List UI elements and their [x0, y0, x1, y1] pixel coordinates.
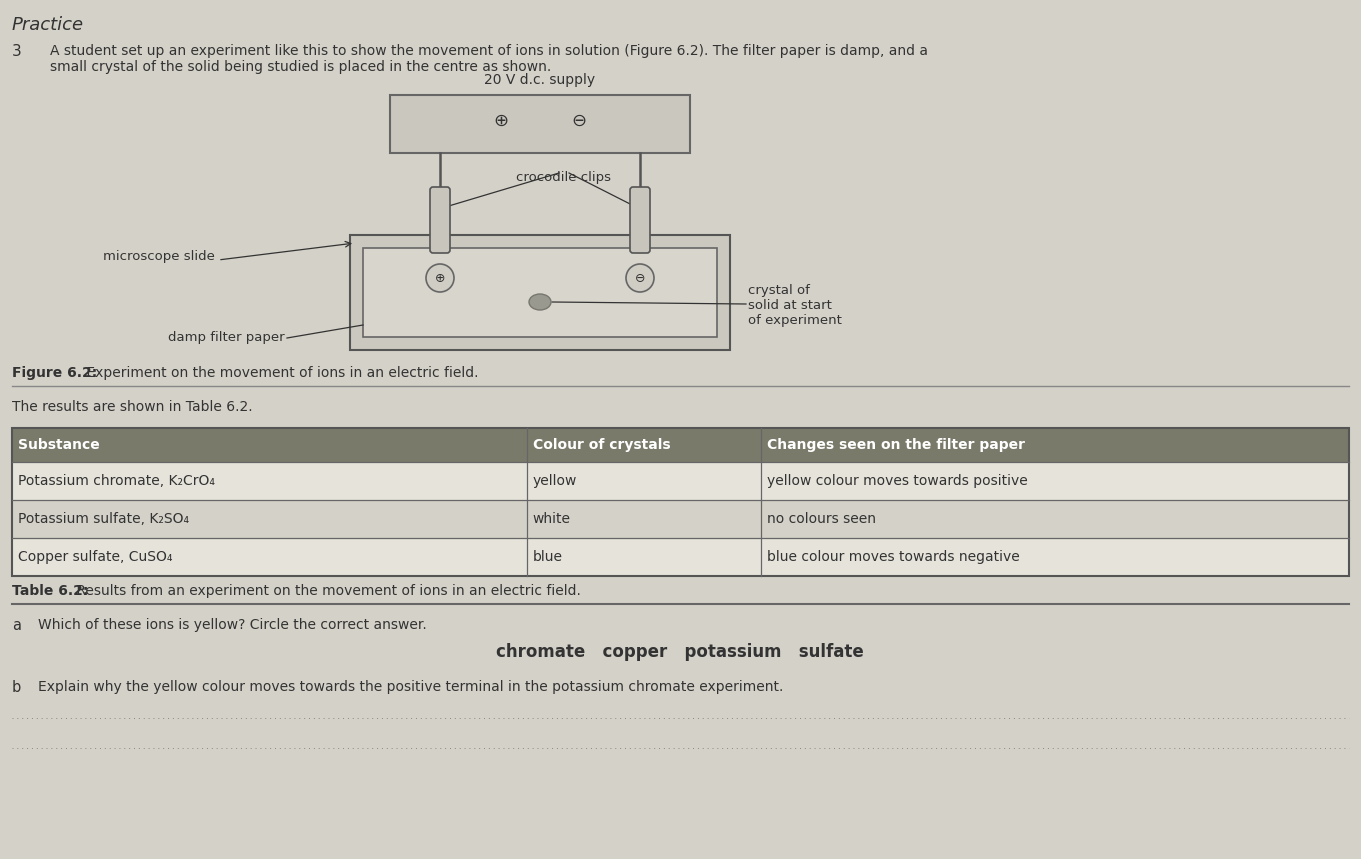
Text: small crystal of the solid being studied is placed in the centre as shown.: small crystal of the solid being studied…	[50, 60, 551, 74]
Ellipse shape	[529, 294, 551, 310]
Text: microscope slide: microscope slide	[103, 250, 215, 263]
Text: Results from an experiment on the movement of ions in an electric field.: Results from an experiment on the moveme…	[72, 584, 581, 598]
Text: A student set up an experiment like this to show the movement of ions in solutio: A student set up an experiment like this…	[50, 44, 928, 58]
Bar	[761, 500, 1349, 538]
Bar	[761, 538, 1349, 576]
Bar	[761, 428, 1349, 462]
Text: crocodile clips: crocodile clips	[517, 171, 611, 184]
Text: Table 6.2:: Table 6.2:	[12, 584, 88, 598]
Text: ⊖: ⊖	[572, 113, 587, 130]
Bar	[761, 462, 1349, 500]
Circle shape	[626, 264, 655, 292]
Text: ⊖: ⊖	[634, 271, 645, 284]
FancyBboxPatch shape	[630, 187, 651, 253]
Bar	[12, 428, 1349, 576]
Text: no colours seen: no colours seen	[766, 512, 875, 526]
Text: damp filter paper: damp filter paper	[169, 332, 284, 344]
Text: chromate   copper   potassium   sulfate: chromate copper potassium sulfate	[497, 643, 864, 661]
Bar	[363, 248, 717, 337]
Text: Substance: Substance	[18, 438, 99, 452]
Text: yellow colour moves towards positive: yellow colour moves towards positive	[766, 474, 1028, 488]
Text: The results are shown in Table 6.2.: The results are shown in Table 6.2.	[12, 400, 253, 414]
Text: white: white	[532, 512, 570, 526]
Text: ⊕: ⊕	[434, 271, 445, 284]
Text: a: a	[12, 618, 20, 633]
Text: Potassium sulfate, K₂SO₄: Potassium sulfate, K₂SO₄	[18, 512, 189, 526]
Text: Explain why the yellow colour moves towards the positive terminal in the potassi: Explain why the yellow colour moves towa…	[38, 680, 784, 694]
Text: blue colour moves towards negative: blue colour moves towards negative	[766, 550, 1019, 564]
FancyBboxPatch shape	[430, 187, 450, 253]
Bar	[12, 462, 527, 500]
Text: yellow: yellow	[532, 474, 577, 488]
Bar	[350, 235, 729, 350]
Text: 3: 3	[12, 44, 22, 59]
Bar	[12, 538, 527, 576]
Text: Which of these ions is yellow? Circle the correct answer.: Which of these ions is yellow? Circle th…	[38, 618, 427, 632]
Text: b: b	[12, 680, 22, 695]
Bar	[527, 428, 761, 462]
Text: Potassium chromate, K₂CrO₄: Potassium chromate, K₂CrO₄	[18, 474, 215, 488]
Bar	[12, 500, 527, 538]
Bar	[527, 462, 761, 500]
Bar	[527, 500, 761, 538]
Text: Figure 6.2:: Figure 6.2:	[12, 366, 97, 380]
Text: blue: blue	[532, 550, 562, 564]
Text: ⊕: ⊕	[494, 113, 509, 130]
Bar	[527, 538, 761, 576]
Text: Copper sulfate, CuSO₄: Copper sulfate, CuSO₄	[18, 550, 173, 564]
Bar	[391, 95, 690, 153]
Text: Colour of crystals: Colour of crystals	[532, 438, 671, 452]
Circle shape	[426, 264, 455, 292]
Text: Changes seen on the filter paper: Changes seen on the filter paper	[766, 438, 1025, 452]
Text: crystal of
solid at start
of experiment: crystal of solid at start of experiment	[749, 284, 842, 327]
Bar	[12, 428, 527, 462]
Text: 20 V d.c. supply: 20 V d.c. supply	[485, 73, 596, 87]
Text: Experiment on the movement of ions in an electric field.: Experiment on the movement of ions in an…	[82, 366, 479, 380]
Text: Practice: Practice	[12, 16, 84, 34]
